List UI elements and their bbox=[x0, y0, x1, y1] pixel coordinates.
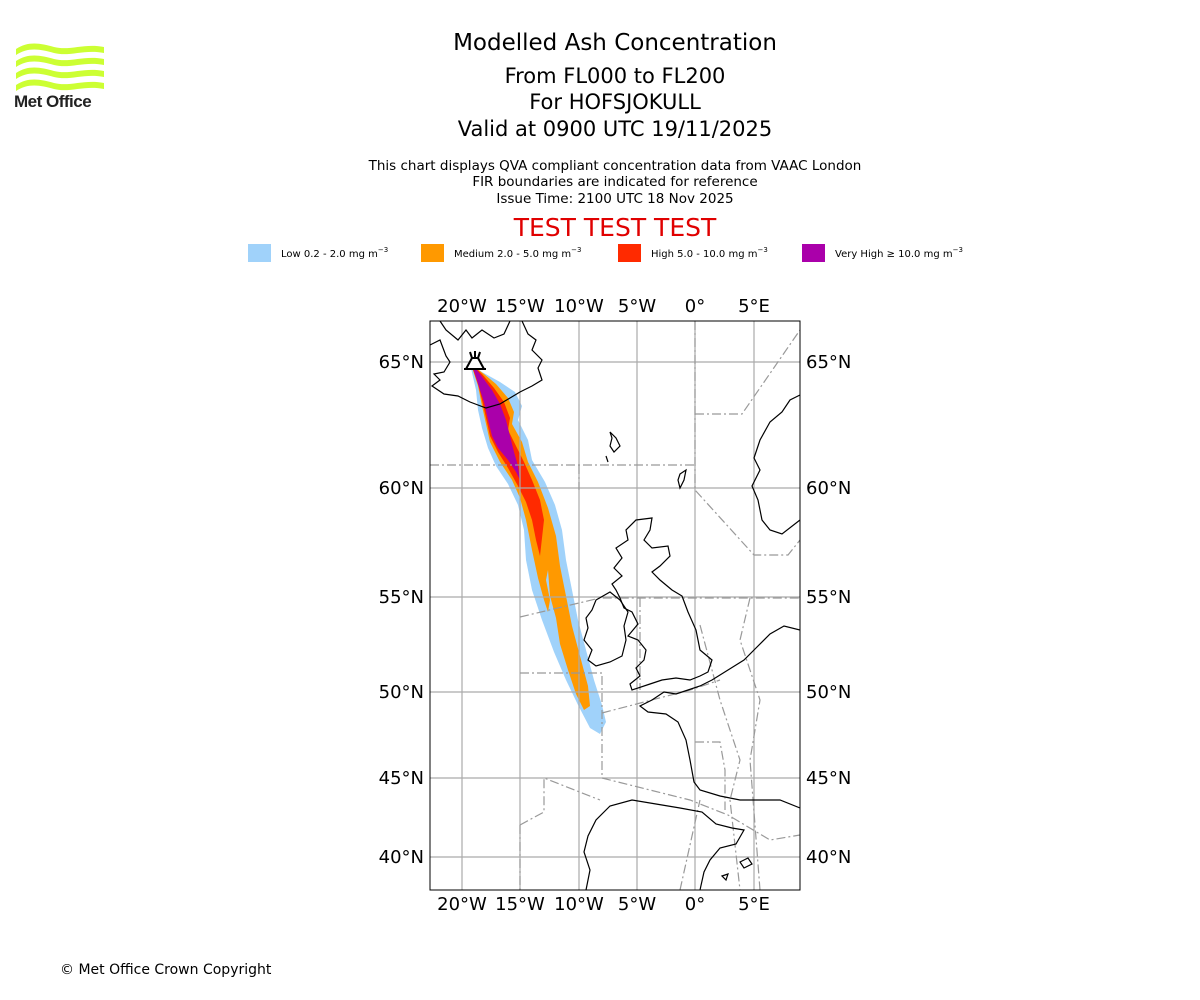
legend-item-low: Low 0.2 - 2.0 mg m−3 bbox=[248, 244, 388, 262]
legend-label-high: High 5.0 - 10.0 mg m bbox=[651, 249, 758, 260]
lat-tick-label-right: 40°N bbox=[806, 847, 851, 868]
legend-swatch-low bbox=[248, 244, 271, 262]
lon-tick-label-top: 5°E bbox=[738, 296, 770, 317]
coast-shetland bbox=[677, 468, 687, 490]
logo-text: Met Office bbox=[14, 92, 92, 111]
lon-tick-label-top: 10°W bbox=[554, 296, 604, 317]
lon-tick-label-bottom: 0° bbox=[685, 894, 705, 915]
fir-line bbox=[695, 329, 800, 415]
lat-tick-label-left: 50°N bbox=[379, 682, 424, 703]
coast-ireland bbox=[583, 591, 629, 667]
issue-time: Issue Time: 2100 UTC 18 Nov 2025 bbox=[496, 191, 734, 207]
subtitle-fir: FIR boundaries are indicated for referen… bbox=[472, 174, 758, 190]
map-frame bbox=[429, 320, 801, 891]
fir-line bbox=[519, 777, 601, 826]
legend-swatch-medium bbox=[421, 244, 444, 262]
volcano-name: For HOFSJOKULL bbox=[529, 90, 701, 114]
legend-label-very-high: Very High ≥ 10.0 mg m bbox=[835, 249, 953, 260]
lat-tick-label-left: 65°N bbox=[379, 352, 424, 373]
legend-item-very-high: Very High ≥ 10.0 mg m−3 bbox=[802, 244, 963, 262]
lat-tick-label-right: 65°N bbox=[806, 352, 851, 373]
graticule bbox=[430, 321, 800, 890]
coast-scotland bbox=[611, 517, 713, 691]
legend-label-low: Low 0.2 - 2.0 mg m bbox=[281, 249, 378, 260]
coast-iberia bbox=[583, 799, 745, 890]
coast-faroe bbox=[605, 431, 621, 463]
legend-label-medium: Medium 2.0 - 5.0 mg m bbox=[454, 249, 572, 260]
legend-item-high: High 5.0 - 10.0 mg m−3 bbox=[618, 244, 768, 262]
lat-tick-label-left: 60°N bbox=[379, 478, 424, 499]
lat-tick-label-left: 45°N bbox=[379, 768, 424, 789]
lon-tick-label-top: 15°W bbox=[495, 296, 545, 317]
lon-tick-label-top: 0° bbox=[685, 296, 705, 317]
ash-plume bbox=[470, 364, 606, 734]
fir-line bbox=[601, 679, 721, 714]
lon-tick-label-bottom: 15°W bbox=[495, 894, 545, 915]
lat-tick-label-right: 45°N bbox=[806, 768, 851, 789]
lon-tick-label-bottom: 20°W bbox=[437, 894, 487, 915]
copyright: © Met Office Crown Copyright bbox=[60, 962, 272, 978]
fir-line bbox=[695, 741, 726, 810]
coast-iceland bbox=[430, 321, 543, 409]
fir-line bbox=[679, 799, 701, 890]
lat-tick-label-left: 40°N bbox=[379, 847, 424, 868]
lat-tick-label-right: 60°N bbox=[806, 478, 851, 499]
met-office-logo-icon bbox=[16, 43, 104, 91]
coast-norway bbox=[751, 394, 800, 535]
lon-tick-label-bottom: 5°W bbox=[618, 894, 656, 915]
fir-line bbox=[694, 321, 800, 556]
coastlines bbox=[430, 321, 800, 890]
fir-line bbox=[520, 672, 800, 841]
subtitle-compliance: This chart displays QVA compliant concen… bbox=[368, 158, 862, 174]
fir-line bbox=[699, 624, 741, 890]
plume-very-high bbox=[472, 364, 520, 480]
chart-title: Modelled Ash Concentration bbox=[453, 30, 777, 56]
legend-swatch-very-high bbox=[802, 244, 825, 262]
lon-tick-label-top: 5°W bbox=[618, 296, 656, 317]
valid-time: Valid at 0900 UTC 19/11/2025 bbox=[457, 117, 773, 141]
lon-tick-label-bottom: 5°E bbox=[738, 894, 770, 915]
lat-tick-label-right: 50°N bbox=[806, 682, 851, 703]
fir-line bbox=[739, 597, 761, 890]
lat-tick-label-right: 55°N bbox=[806, 587, 851, 608]
lon-tick-label-top: 20°W bbox=[437, 296, 487, 317]
legend-swatch-high bbox=[618, 244, 641, 262]
lat-tick-label-left: 55°N bbox=[379, 587, 424, 608]
coast-islands bbox=[720, 857, 753, 882]
legend-item-medium: Medium 2.0 - 5.0 mg m−3 bbox=[421, 244, 581, 262]
flight-levels: From FL000 to FL200 bbox=[504, 64, 726, 88]
test-banner: TEST TEST TEST bbox=[513, 213, 717, 242]
axis-ticks: 20°W 20°W 15°W 15°W 10°W 10°W 5°W 5°W 0° 0° 5°E 5°E… bbox=[379, 296, 852, 915]
volcano-icon[interactable] bbox=[464, 351, 486, 370]
lon-tick-label-bottom: 10°W bbox=[554, 894, 604, 915]
coast-continent bbox=[638, 625, 800, 809]
